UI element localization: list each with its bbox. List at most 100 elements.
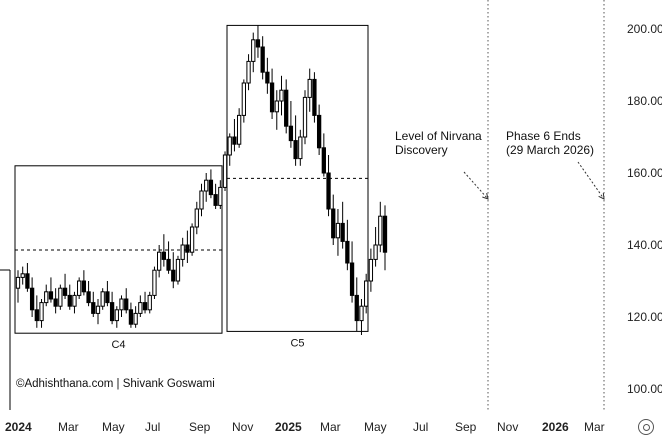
- candle: [222, 151, 228, 191]
- candle: [232, 119, 237, 152]
- channel-label: C4: [111, 339, 125, 351]
- candle: [105, 281, 110, 307]
- annotation-text: Discovery: [395, 143, 448, 157]
- y-tick-label: 160.00: [627, 166, 662, 180]
- candle: [119, 295, 124, 317]
- candle: [199, 183, 204, 217]
- candle: [321, 133, 326, 177]
- candle: [269, 68, 275, 119]
- candle: [359, 299, 364, 335]
- candle: [147, 291, 152, 314]
- candle: [265, 57, 270, 94]
- candle: [62, 273, 68, 299]
- x-tick-label: Mar: [58, 420, 79, 434]
- candle: [25, 263, 30, 292]
- y-tick-label: 140.00: [627, 238, 662, 252]
- y-tick-label: 100.00: [627, 382, 662, 396]
- candle: [161, 234, 167, 267]
- candle: [213, 183, 218, 209]
- candle: [185, 230, 190, 263]
- credit-text: ©Adhishthana.com | Shivank Goswami: [16, 378, 215, 390]
- channel-boxes: C4 C5: [14, 24, 369, 351]
- candle: [340, 201, 345, 249]
- candle: [124, 288, 129, 314]
- candle: [373, 227, 378, 267]
- y-tick-label: 180.00: [627, 94, 662, 108]
- candle: [20, 266, 25, 285]
- candle: [349, 241, 355, 303]
- x-tick-label: May: [102, 420, 125, 434]
- candle: [345, 219, 350, 271]
- candle: [53, 288, 58, 314]
- candle: [180, 237, 185, 267]
- annotation-arrow: [463, 171, 489, 200]
- candle: [44, 284, 49, 307]
- channel-label: C5: [290, 337, 304, 349]
- candle: [72, 291, 77, 314]
- candle: [194, 201, 199, 235]
- annotation-text: Phase 6 Ends: [506, 129, 581, 143]
- arrowhead: [598, 192, 605, 200]
- candle: [274, 90, 279, 130]
- candles: [15, 25, 388, 335]
- candle: [86, 281, 91, 307]
- candle: [298, 129, 303, 166]
- candle: [293, 115, 298, 166]
- candle: [34, 295, 39, 328]
- candle: [218, 180, 223, 209]
- candle: [364, 273, 369, 314]
- candle: [241, 79, 246, 123]
- candle: [58, 284, 63, 310]
- annotation-arrow: [577, 161, 605, 200]
- candle: [279, 75, 284, 116]
- x-axis: 2024 Mar May Jul Sep Nov 2025 Mar May Jul Sep Nov 20…: [5, 420, 605, 434]
- x-tick-label: Mar: [320, 420, 341, 434]
- candle: [378, 201, 383, 253]
- candle: [29, 277, 35, 317]
- candle: [166, 241, 171, 274]
- candle: [354, 277, 359, 332]
- arrowhead: [482, 193, 489, 200]
- x-tick-label: 2024: [5, 420, 32, 434]
- candle: [208, 169, 214, 199]
- candle: [114, 306, 119, 328]
- candle: [100, 288, 105, 310]
- candle: [204, 173, 209, 202]
- candle: [260, 36, 265, 80]
- x-tick-label: May: [364, 420, 387, 434]
- candle: [152, 266, 157, 299]
- candle: [246, 54, 251, 91]
- candle: [133, 306, 138, 328]
- candle: [48, 277, 54, 303]
- candle: [302, 90, 308, 145]
- candle: [175, 255, 181, 285]
- candle: [227, 133, 232, 166]
- annotation-text: (29 March 2026): [506, 143, 594, 157]
- channel-box: [14, 165, 223, 334]
- candle: [138, 295, 143, 317]
- x-tick-label: 2025: [275, 420, 302, 434]
- candle: [251, 32, 256, 73]
- annotation-text: Level of Nirvana: [395, 129, 482, 143]
- candle: [81, 270, 87, 296]
- candle: [109, 291, 115, 325]
- y-tick-label: 120.00: [627, 310, 662, 324]
- candle: [128, 302, 134, 328]
- candle: [284, 79, 289, 134]
- y-tick-label: 200.00: [627, 22, 662, 36]
- x-tick-label: Jul: [145, 420, 160, 434]
- candle: [95, 299, 101, 325]
- tradingview-logo-icon: [638, 419, 654, 435]
- candle: [67, 284, 72, 310]
- candle: [91, 291, 96, 317]
- candle: [255, 25, 261, 58]
- candle: [39, 299, 44, 328]
- candle: [368, 248, 374, 292]
- candle: [171, 252, 176, 289]
- candle: [142, 291, 148, 314]
- candle: [316, 104, 322, 155]
- x-tick-label: Jul: [413, 420, 428, 434]
- candle: [236, 108, 242, 148]
- x-tick-label: Nov: [497, 420, 518, 434]
